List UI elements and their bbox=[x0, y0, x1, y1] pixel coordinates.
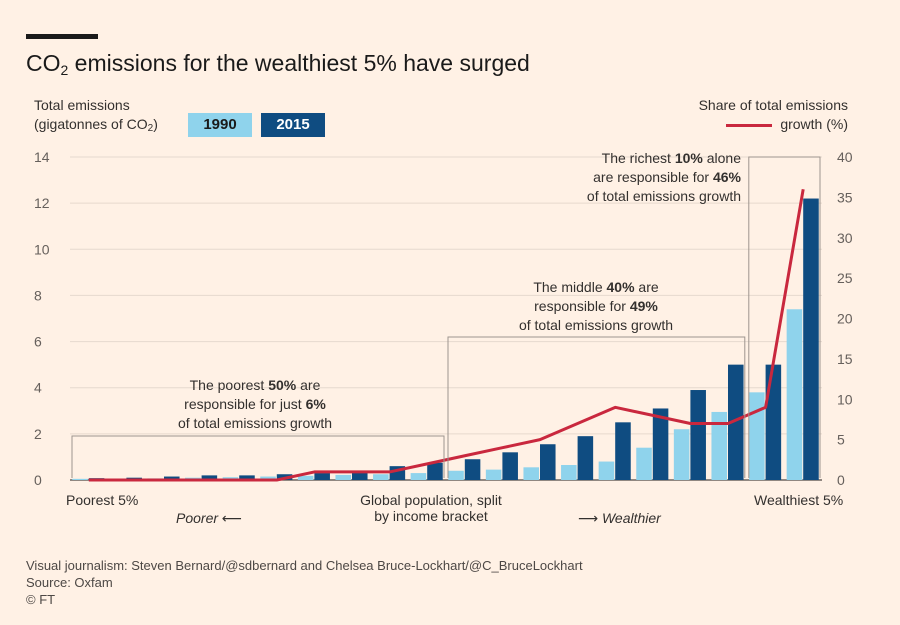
bar-1990-9 bbox=[373, 474, 389, 480]
bar-2015-14 bbox=[577, 436, 594, 480]
left-axis-title-line2: (gigatonnes of CO2) bbox=[34, 116, 158, 134]
x-label-center: Global population, split by income brack… bbox=[360, 492, 502, 524]
bar-1990-12 bbox=[485, 469, 502, 480]
legend-line-swatch bbox=[726, 123, 773, 127]
bar-1990-13 bbox=[523, 467, 539, 480]
annotation-3-line-2: are responsible for 46% bbox=[593, 169, 741, 185]
x-label-wealthiest: Wealthiest 5% bbox=[754, 492, 844, 508]
annotation-1-line-1: The poorest 50% are bbox=[190, 377, 321, 393]
right-tick-label: 0 bbox=[837, 472, 845, 488]
footer: Visual journalism: Steven Bernard/@sdber… bbox=[26, 557, 583, 608]
wealthier-label: ⟶ Wealthier bbox=[578, 510, 661, 526]
left-tick-label: 8 bbox=[34, 287, 42, 303]
arrow-right-icon: ⟶ bbox=[578, 510, 599, 526]
bar-1990-10 bbox=[410, 473, 427, 480]
right-tick-label: 15 bbox=[837, 351, 853, 367]
bar-1990-1 bbox=[72, 478, 88, 480]
left-tick-label: 14 bbox=[34, 149, 50, 165]
bar-2015-15 bbox=[615, 422, 631, 480]
bar-1990-11 bbox=[448, 470, 464, 480]
left-tick-label: 10 bbox=[34, 241, 50, 257]
right-tick-label: 5 bbox=[837, 432, 845, 448]
bar-2015-20 bbox=[803, 198, 819, 480]
left-tick-label: 4 bbox=[34, 380, 42, 396]
bar-2015-17 bbox=[690, 390, 706, 480]
bar-1990-7 bbox=[297, 475, 314, 480]
bar-2015-7 bbox=[314, 473, 330, 480]
footer-copyright: © FT bbox=[26, 592, 56, 607]
legend-1990-swatch: 1990 bbox=[188, 113, 252, 137]
bar-2015-12 bbox=[502, 452, 518, 480]
x-label-poorest: Poorest 5% bbox=[66, 492, 139, 508]
bar-1990-16 bbox=[636, 447, 652, 480]
chart-title: CO2 emissions for the wealthiest 5% have… bbox=[26, 50, 530, 78]
bar-2015-8 bbox=[352, 471, 368, 480]
bar-2015-5 bbox=[239, 475, 255, 480]
annotation-2-line-1: The middle 40% are bbox=[533, 279, 659, 295]
bracket-middle-40 bbox=[447, 336, 746, 478]
left-tick-label: 0 bbox=[34, 472, 42, 488]
right-tick-label: 30 bbox=[837, 230, 853, 246]
annotation-1-line-3: of total emissions growth bbox=[178, 415, 332, 431]
bar-2015-10 bbox=[427, 462, 443, 480]
bar-1990-8 bbox=[335, 474, 351, 480]
bar-1990-17 bbox=[673, 429, 690, 480]
bar-1990-15 bbox=[598, 461, 615, 480]
annotation-1-line-2: responsible for just 6% bbox=[184, 396, 326, 412]
bracket-richest-10 bbox=[748, 156, 821, 478]
bar-1990-18 bbox=[711, 411, 727, 480]
bar-2015-13 bbox=[540, 444, 556, 480]
right-tick-label: 35 bbox=[837, 189, 853, 205]
bar-1990-14 bbox=[561, 465, 577, 480]
bracket-poorest-50 bbox=[71, 435, 445, 478]
right-axis-title-line2: growth (%) bbox=[780, 116, 848, 132]
left-tick-label: 12 bbox=[34, 195, 50, 211]
bar-1990-6 bbox=[260, 476, 276, 480]
annotation-2-line-2: responsible for 49% bbox=[534, 298, 658, 314]
right-axis-title-line1: Share of total emissions bbox=[698, 97, 848, 113]
top-rule bbox=[26, 34, 98, 39]
bar-2015-4 bbox=[201, 475, 218, 480]
annotation-3-line-1: The richest 10% alone bbox=[602, 150, 742, 166]
left-tick-label: 2 bbox=[34, 426, 42, 442]
bar-1990-19 bbox=[749, 392, 765, 480]
annotation-3-line-3: of total emissions growth bbox=[587, 188, 741, 204]
bar-2015-11 bbox=[464, 459, 481, 480]
right-tick-label: 25 bbox=[837, 270, 853, 286]
right-axis-legend: Share of total emissions growth (%) bbox=[699, 96, 848, 134]
left-axis-legend: Total emissions (gigatonnes of CO2) bbox=[34, 96, 158, 138]
bar-1990-20 bbox=[786, 309, 803, 480]
footer-credit: Visual journalism: Steven Bernard/@sdber… bbox=[26, 558, 583, 573]
poorer-label: Poorer ⟵ bbox=[176, 510, 242, 526]
bar-2015-19 bbox=[765, 364, 782, 480]
left-tick-label: 6 bbox=[34, 334, 42, 350]
right-tick-label: 10 bbox=[837, 391, 853, 407]
bar-2015-18 bbox=[728, 364, 744, 480]
right-tick-label: 20 bbox=[837, 311, 853, 327]
legend-2015-swatch: 2015 bbox=[261, 113, 325, 137]
bar-2015-3 bbox=[164, 476, 180, 480]
right-tick-label: 40 bbox=[837, 149, 853, 165]
left-axis-title-line1: Total emissions bbox=[34, 97, 130, 113]
bar-2015-16 bbox=[652, 408, 669, 480]
share-growth-line bbox=[88, 189, 805, 482]
annotation-2-line-3: of total emissions growth bbox=[519, 317, 673, 333]
arrow-left-icon: ⟵ bbox=[221, 510, 242, 526]
footer-source: Source: Oxfam bbox=[26, 575, 113, 590]
